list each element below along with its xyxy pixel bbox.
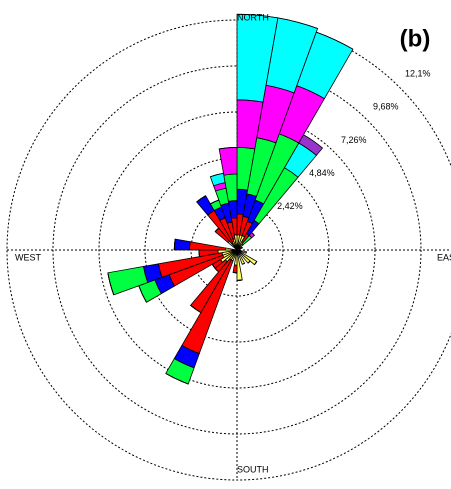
- r-tick-label: 9,68%: [373, 102, 399, 112]
- chart-title: (b): [400, 25, 431, 52]
- r-tick-label: 7,26%: [341, 135, 367, 145]
- wedge: [277, 17, 318, 29]
- r-tick-label: 4,84%: [309, 168, 335, 178]
- compass-label: WEST: [15, 252, 42, 262]
- wedge: [298, 134, 324, 156]
- compass-label: SOUTH: [237, 464, 269, 474]
- r-tick-label: 2,42%: [277, 201, 303, 211]
- wedge: [173, 239, 176, 251]
- wedge: [316, 31, 354, 50]
- compass-label: EAST: [437, 252, 451, 262]
- wedge: [196, 195, 206, 203]
- wedge: [219, 146, 238, 150]
- wedge: [251, 232, 255, 236]
- grid-ring: [6, 19, 451, 481]
- wedge: [190, 305, 202, 313]
- compass-label: NORTH: [237, 12, 269, 22]
- grid-ring: [52, 65, 422, 435]
- r-tick-label: 12,1%: [405, 69, 431, 79]
